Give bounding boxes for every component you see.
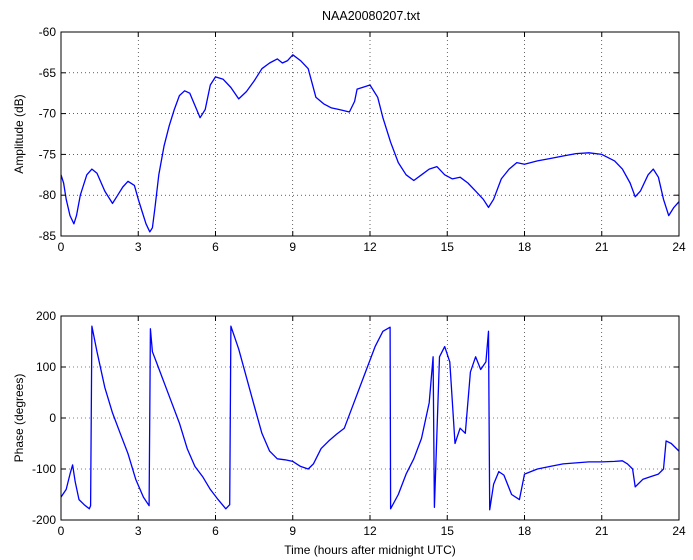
phase-panel: 0 3 6 9 12 15 18 21 24 -200 -100 0 100 200 Phase (degr… (12, 309, 686, 557)
phase-x-tick-label: 21 (595, 524, 609, 538)
chart-title: NAA20080207.txt (322, 9, 421, 23)
amplitude-y-tick-label: -70 (39, 107, 57, 121)
amplitude-y-axis-label: Amplitude (dB) (12, 94, 26, 173)
phase-y-tick-label: 200 (36, 309, 56, 323)
phase-x-tick-label: 24 (672, 524, 686, 538)
amplitude-series-line (60, 54, 680, 233)
amplitude-plot-area (61, 32, 679, 236)
amplitude-x-tick-label: 0 (58, 240, 65, 254)
amplitude-y-tick-label: -80 (39, 188, 57, 202)
phase-x-tick-label: 9 (289, 524, 296, 538)
phase-x-tick-label: 3 (135, 524, 142, 538)
phase-y-tick-label: 100 (36, 360, 56, 374)
phase-x-tick-label: 18 (518, 524, 532, 538)
phase-x-axis-label: Time (hours after midnight UTC) (284, 543, 456, 557)
amplitude-x-tick-label: 9 (289, 240, 296, 254)
amplitude-x-tick-label: 21 (595, 240, 609, 254)
amplitude-x-tick-label: 3 (135, 240, 142, 254)
phase-y-tick-label: -100 (32, 462, 56, 476)
phase-y-axis-label: Phase (degrees) (12, 374, 26, 463)
amplitude-y-tick-label: -85 (39, 229, 57, 243)
phase-x-tick-label: 15 (441, 524, 455, 538)
amplitude-x-tick-label: 15 (441, 240, 455, 254)
amplitude-x-tick-label: 12 (363, 240, 377, 254)
amplitude-y-tick-label: -60 (39, 25, 57, 39)
phase-y-tick-label: -200 (32, 513, 56, 527)
phase-x-tick-label: 0 (58, 524, 65, 538)
amplitude-panel: 0 3 6 9 12 15 18 21 24 -85 -80 -75 -70 -65 -60 Amplitud… (12, 25, 686, 254)
phase-x-tick-label: 12 (363, 524, 377, 538)
phase-x-tick-label: 6 (212, 524, 219, 538)
amplitude-x-tick-label: 24 (672, 240, 686, 254)
phase-series-line (60, 325, 680, 511)
phase-y-tick-label: 0 (49, 411, 56, 425)
amplitude-y-tick-label: -65 (39, 66, 57, 80)
amplitude-x-tick-label: 18 (518, 240, 532, 254)
amplitude-x-tick-label: 6 (212, 240, 219, 254)
amplitude-y-tick-label: -75 (39, 147, 57, 161)
